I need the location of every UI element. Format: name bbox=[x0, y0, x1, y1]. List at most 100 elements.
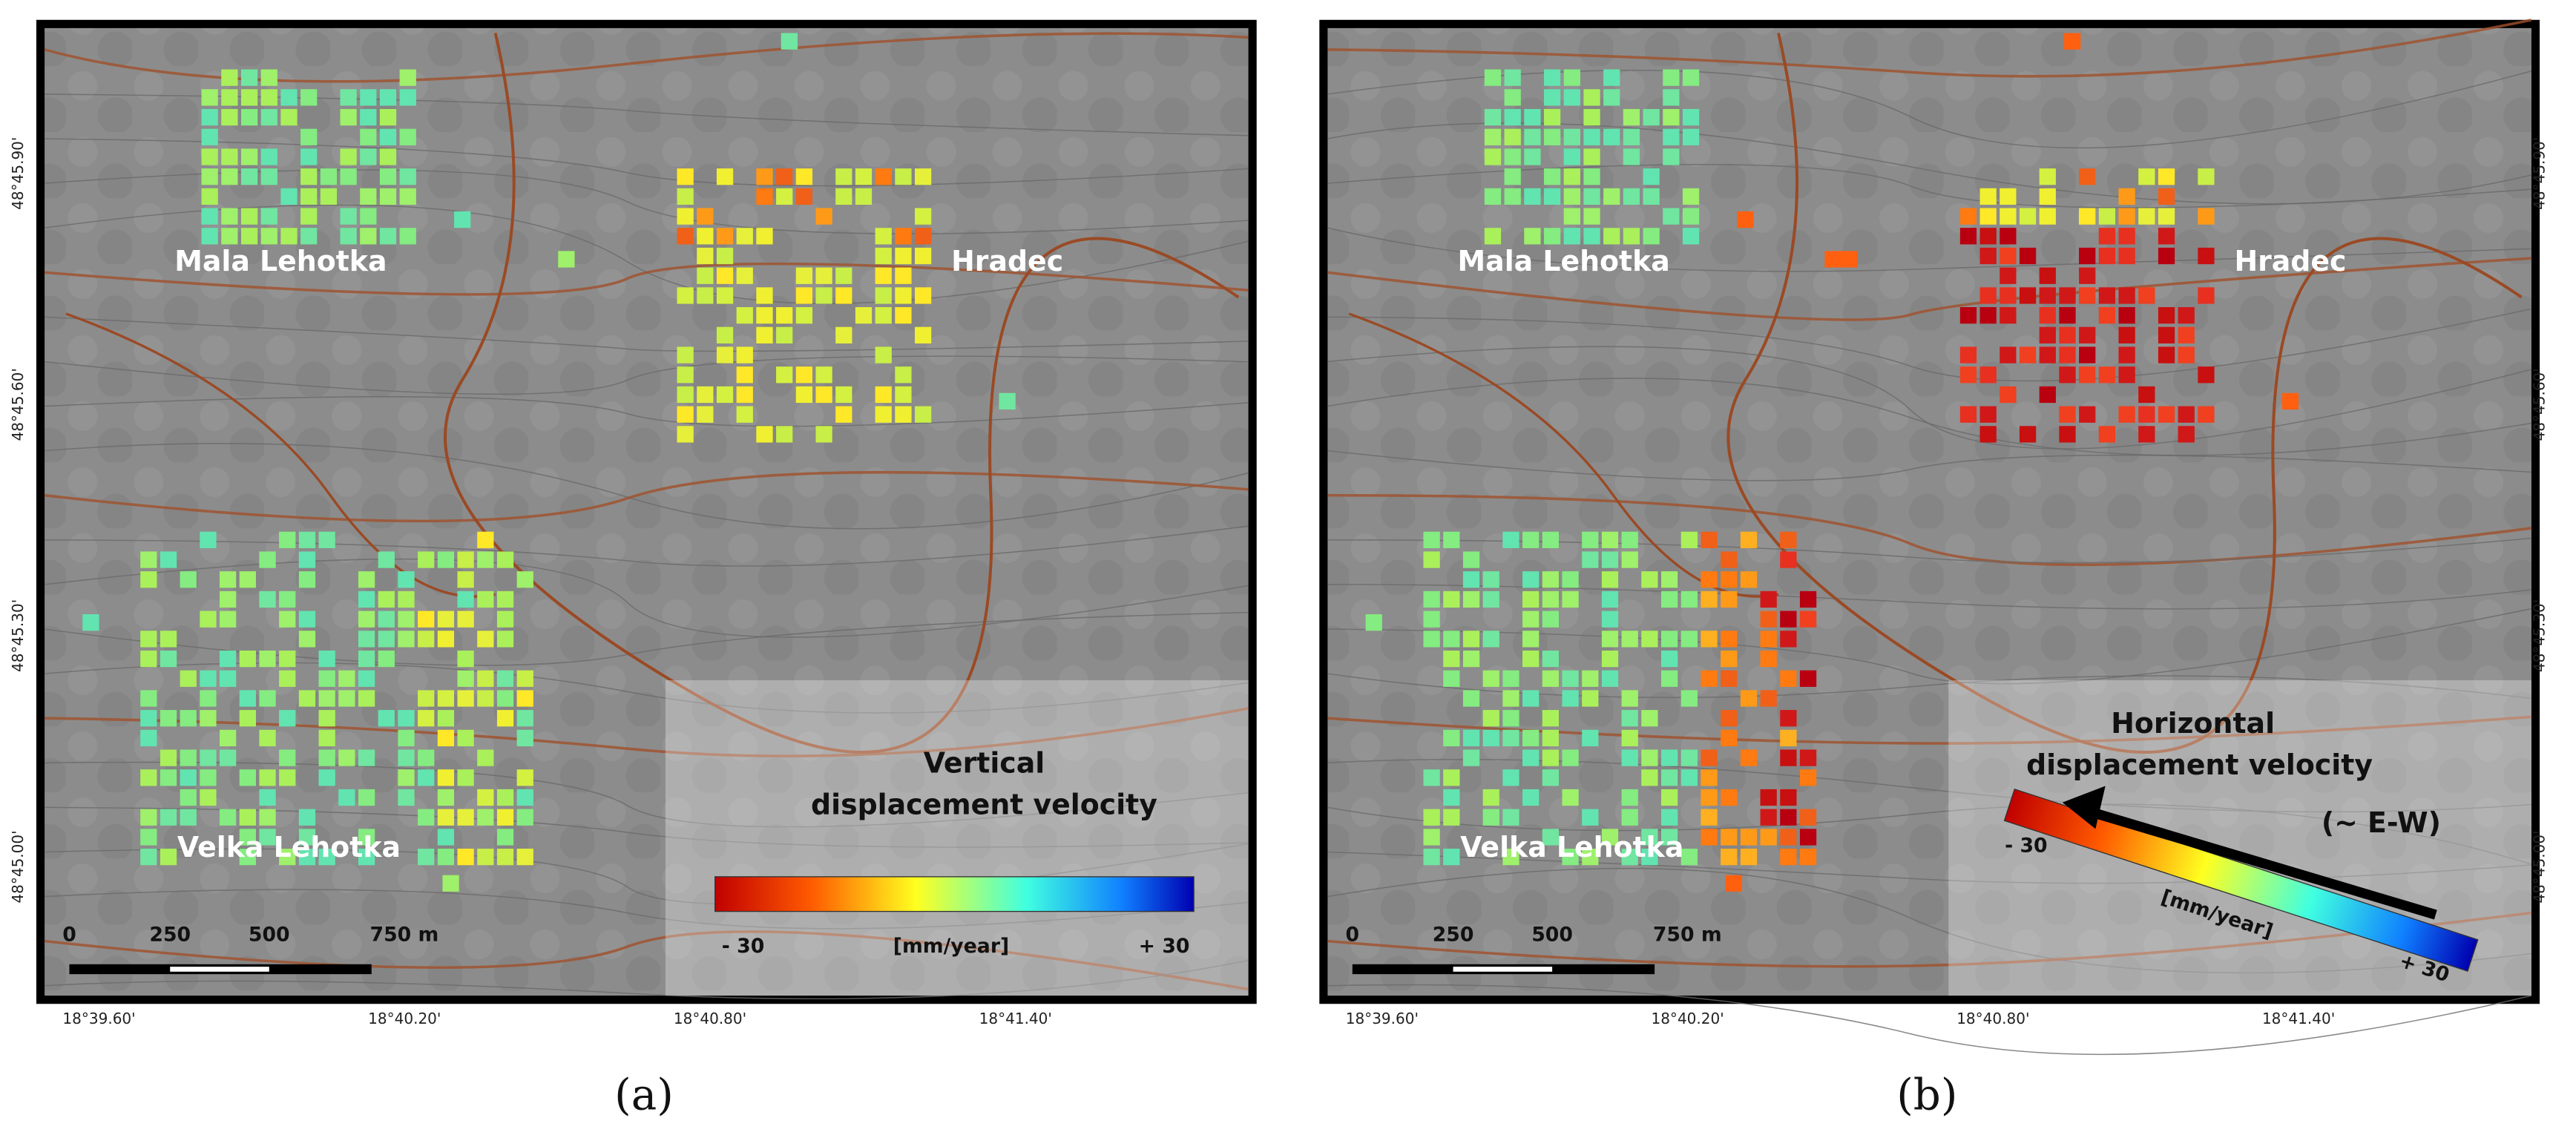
ps-point bbox=[2118, 307, 2135, 324]
ps-point bbox=[1799, 829, 1817, 846]
contour-line bbox=[44, 204, 1249, 304]
ps-point bbox=[1423, 551, 1440, 568]
ps-point bbox=[1799, 749, 1817, 766]
ps-point bbox=[378, 551, 395, 568]
ps-point bbox=[516, 789, 533, 806]
ps-point bbox=[1601, 590, 1619, 608]
ps-point bbox=[1680, 631, 1698, 648]
ps-point bbox=[1502, 729, 1519, 747]
ps-point bbox=[2098, 208, 2116, 225]
ps-point bbox=[1562, 789, 1579, 806]
ps-point bbox=[1482, 631, 1499, 648]
ps-point bbox=[1522, 789, 1540, 806]
ps-point bbox=[776, 168, 793, 185]
ps-point bbox=[378, 590, 395, 608]
ps-point bbox=[140, 631, 157, 648]
ps-point bbox=[379, 108, 397, 126]
ps-point bbox=[2019, 208, 2037, 225]
contour-line bbox=[1327, 227, 2531, 272]
ps-point bbox=[895, 267, 912, 284]
ps-point bbox=[1680, 690, 1698, 707]
ps-point bbox=[875, 386, 892, 404]
ps-point bbox=[1542, 650, 1560, 668]
ps-point bbox=[1682, 188, 1700, 205]
ps-point bbox=[1760, 690, 1777, 707]
ps-point bbox=[200, 611, 217, 628]
ps-point bbox=[437, 551, 455, 568]
ps-point bbox=[279, 590, 296, 608]
ps-point bbox=[736, 386, 753, 404]
ps-point bbox=[259, 551, 276, 568]
ps-point bbox=[855, 168, 873, 185]
map-panel: Mala Lehotka Hradec Velka Lehotka 18°39.60'… bbox=[9, 19, 1841, 1120]
ps-point bbox=[418, 690, 435, 707]
ps-point bbox=[2059, 326, 2076, 343]
contour-line bbox=[45, 889, 1249, 930]
ps-point bbox=[221, 168, 238, 185]
ps-point bbox=[1522, 590, 1540, 608]
contour-line bbox=[45, 525, 1249, 567]
ps-point bbox=[1563, 168, 1580, 185]
ps-point bbox=[2039, 386, 2056, 404]
ps-point bbox=[1740, 690, 1758, 707]
ps-point bbox=[2059, 307, 2076, 324]
ps-point bbox=[399, 168, 416, 185]
ps-point bbox=[2281, 392, 2299, 410]
ps-point bbox=[180, 571, 197, 588]
ps-point bbox=[1443, 789, 1460, 806]
ps-point bbox=[1799, 809, 1817, 826]
ps-point bbox=[298, 571, 316, 588]
ps-point bbox=[379, 89, 397, 106]
ps-point bbox=[1504, 168, 1521, 185]
ps-point bbox=[2079, 326, 2096, 343]
ps-point bbox=[457, 729, 474, 747]
ps-point bbox=[1484, 108, 1502, 126]
ps-point bbox=[1740, 531, 1758, 548]
contour-line bbox=[1327, 803, 2532, 865]
ps-point bbox=[915, 326, 932, 343]
ps-point bbox=[875, 228, 892, 245]
ps-point bbox=[1780, 551, 1797, 568]
scale-bar-segment bbox=[1453, 967, 1553, 972]
ps-point bbox=[1663, 69, 1680, 86]
ps-point bbox=[1562, 670, 1579, 687]
ps-point bbox=[1443, 729, 1460, 747]
ps-point bbox=[697, 386, 714, 404]
ps-point bbox=[1543, 108, 1561, 126]
ps-point bbox=[855, 188, 873, 205]
ps-point bbox=[1701, 670, 1718, 687]
ps-point bbox=[1641, 769, 1658, 786]
ps-point bbox=[200, 769, 217, 786]
ps-point bbox=[2039, 287, 2056, 304]
contour-line bbox=[1726, 33, 2523, 754]
ps-point bbox=[875, 287, 892, 304]
ps-point bbox=[2158, 168, 2175, 185]
ps-point bbox=[160, 849, 177, 866]
ps-point bbox=[2118, 247, 2135, 265]
ps-point bbox=[2079, 267, 2096, 284]
ps-point bbox=[776, 307, 793, 324]
ps-point bbox=[1502, 670, 1519, 687]
ps-point bbox=[338, 789, 355, 806]
ps-point bbox=[677, 228, 694, 245]
ps-point bbox=[360, 148, 377, 165]
ps-point bbox=[358, 631, 375, 648]
ps-point bbox=[1423, 849, 1440, 866]
ps-point bbox=[516, 849, 533, 866]
ps-point bbox=[716, 267, 734, 284]
contour-line bbox=[45, 316, 1249, 352]
ps-point bbox=[1623, 148, 1640, 165]
ps-point bbox=[2000, 188, 2017, 205]
ps-point bbox=[2178, 406, 2195, 423]
ps-point bbox=[240, 228, 258, 245]
ps-point bbox=[1760, 631, 1777, 648]
ps-point bbox=[1641, 829, 1658, 846]
ps-point bbox=[1643, 188, 1660, 205]
ps-point bbox=[915, 247, 932, 265]
ps-point bbox=[1423, 590, 1440, 608]
ps-point bbox=[180, 769, 197, 786]
ps-point bbox=[201, 89, 218, 106]
ps-point bbox=[1623, 188, 1640, 205]
ps-point bbox=[418, 710, 435, 727]
ps-point bbox=[1740, 849, 1758, 866]
